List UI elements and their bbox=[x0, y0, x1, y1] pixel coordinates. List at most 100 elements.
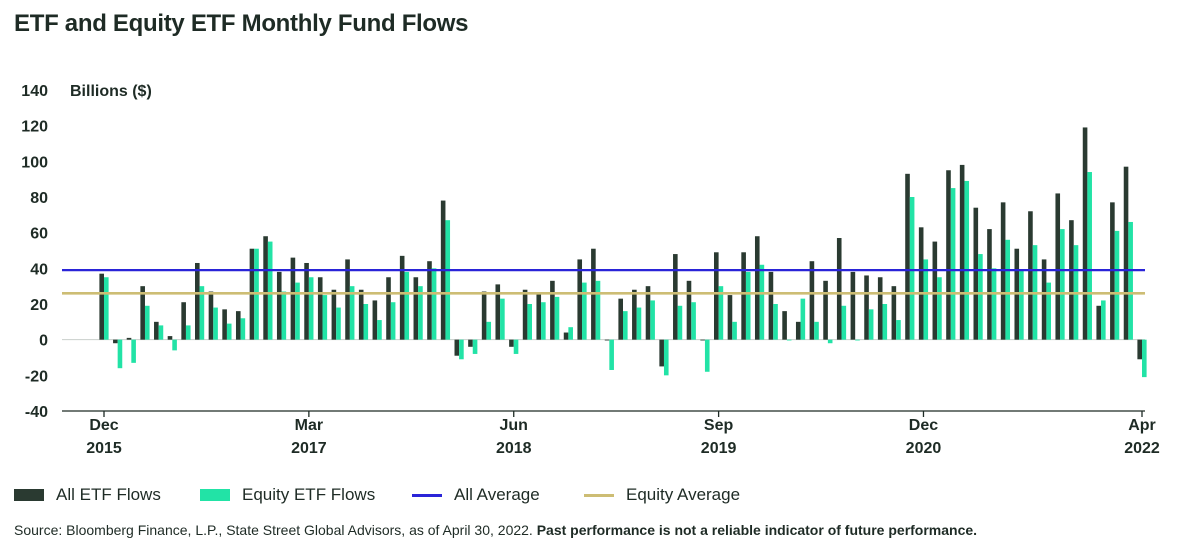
bar-all-etf-flows bbox=[809, 261, 815, 340]
bar-all-etf-flows bbox=[673, 254, 678, 340]
bar-equity-etf-flows bbox=[1046, 282, 1051, 340]
y-tick-label: 60 bbox=[30, 226, 48, 243]
bar-all-etf-flows bbox=[1028, 211, 1033, 340]
bar-equity-etf-flows bbox=[759, 264, 765, 340]
bar-all-etf-flows bbox=[495, 284, 501, 340]
bar-equity-etf-flows bbox=[104, 277, 109, 340]
bar-all-etf-flows bbox=[741, 252, 746, 340]
bar-equity-etf-flows bbox=[513, 339, 519, 354]
bar-equity-etf-flows bbox=[923, 259, 929, 340]
bar-all-etf-flows bbox=[905, 173, 910, 340]
bar-equity-etf-flows bbox=[1019, 270, 1024, 340]
legend-label-equity-average: Equity Average bbox=[626, 485, 741, 504]
chart-title: ETF and Equity ETF Monthly Fund Flows bbox=[14, 10, 469, 37]
bar-equity-etf-flows bbox=[677, 305, 683, 340]
bar-equity-etf-flows bbox=[213, 307, 218, 340]
bar-equity-etf-flows bbox=[691, 302, 696, 340]
bar-equity-etf-flows bbox=[841, 305, 847, 340]
bar-all-etf-flows bbox=[768, 271, 774, 340]
bar-equity-etf-flows bbox=[226, 323, 232, 340]
y-tick-label: -40 bbox=[25, 404, 48, 421]
y-tick-label: -20 bbox=[25, 368, 48, 385]
bar-all-etf-flows bbox=[686, 280, 692, 340]
average-lines bbox=[62, 269, 1145, 295]
bar-all-etf-flows bbox=[345, 259, 350, 340]
bar-equity-etf-flows bbox=[131, 339, 136, 363]
bar-all-etf-flows bbox=[427, 261, 432, 340]
x-tick-month-label: Mar bbox=[295, 417, 323, 434]
legend-swatch-equity-average bbox=[584, 493, 614, 497]
legend-item-all-average: All Average bbox=[412, 485, 540, 505]
bar-equity-etf-flows bbox=[1114, 230, 1120, 340]
bar-equity-etf-flows bbox=[117, 339, 123, 369]
bar-equity-etf-flows bbox=[459, 339, 464, 360]
bar-equity-etf-flows bbox=[568, 327, 573, 340]
x-axis: Dec 2015 Mar 2017 Jun 2018 Sep 2019 Dec 2020 Apr 20… bbox=[62, 410, 1160, 457]
bar-all-etf-flows bbox=[304, 262, 309, 340]
bar-equity-etf-flows bbox=[349, 286, 355, 340]
bar-all-etf-flows bbox=[386, 277, 391, 340]
y-tick-label: 80 bbox=[30, 190, 48, 207]
bar-all-etf-flows bbox=[99, 273, 104, 340]
bar-all-etf-flows bbox=[563, 332, 569, 340]
y-axis-unit-label: Billions ($) bbox=[70, 83, 152, 100]
bar-equity-etf-flows bbox=[158, 325, 164, 340]
bar-all-etf-flows bbox=[181, 302, 186, 340]
bar-equity-etf-flows bbox=[909, 197, 915, 340]
bar-equity-etf-flows bbox=[896, 320, 901, 340]
bar-equity-etf-flows bbox=[855, 339, 860, 341]
bar-all-etf-flows bbox=[317, 277, 323, 340]
x-tick-year-label: 2015 bbox=[86, 440, 122, 457]
bar-all-etf-flows bbox=[550, 280, 555, 340]
bar-all-etf-flows bbox=[987, 229, 992, 340]
x-tick-month-label: Sep bbox=[704, 417, 734, 434]
bar-equity-etf-flows bbox=[950, 188, 956, 340]
chart: 140 120 100 80 60 40 20 0 -20 -40 Billions ($) De… bbox=[21, 83, 1160, 457]
bar-equity-etf-flows bbox=[786, 339, 792, 341]
bar-equity-etf-flows bbox=[868, 309, 874, 340]
y-tick-label: 100 bbox=[21, 154, 48, 171]
bar-all-etf-flows bbox=[509, 339, 514, 347]
bar-equity-etf-flows bbox=[199, 286, 205, 340]
source-note: Source: Bloomberg Finance, L.P., State S… bbox=[14, 522, 977, 538]
y-axis-ticks: 140 120 100 80 60 40 20 0 -20 -40 bbox=[21, 83, 48, 421]
legend-label-equity-etf-flows: Equity ETF Flows bbox=[242, 485, 376, 504]
bar-equity-etf-flows bbox=[814, 321, 819, 340]
legend-item-equity-etf-flows: Equity ETF Flows bbox=[200, 485, 375, 505]
bar-equity-etf-flows bbox=[500, 298, 505, 340]
bar-equity-etf-flows bbox=[322, 295, 328, 340]
disclaimer-text: Past performance is not a reliable indic… bbox=[536, 522, 978, 538]
bar-all-etf-flows bbox=[208, 291, 214, 340]
legend-swatch-equity-etf-flows bbox=[200, 489, 230, 501]
bar-all-etf-flows bbox=[154, 321, 159, 340]
bar-equity-etf-flows bbox=[978, 254, 983, 340]
bar-all-etf-flows bbox=[413, 277, 419, 340]
bar-all-etf-flows bbox=[1069, 220, 1074, 340]
bar-equity-etf-flows bbox=[240, 318, 246, 340]
y-tick-label: 0 bbox=[39, 333, 48, 350]
legend-item-equity-average: Equity Average bbox=[584, 485, 740, 505]
bar-equity-etf-flows bbox=[144, 305, 150, 340]
bar-equity-etf-flows bbox=[800, 298, 806, 340]
bar-equity-etf-flows bbox=[1128, 221, 1133, 340]
bar-all-etf-flows bbox=[836, 238, 842, 340]
x-tick-month-label: Jun bbox=[500, 417, 528, 434]
source-text: Source: Bloomberg Finance, L.P., State S… bbox=[14, 522, 533, 538]
bar-equity-etf-flows bbox=[609, 339, 614, 370]
x-tick-year-label: 2018 bbox=[496, 440, 532, 457]
bar-equity-etf-flows bbox=[418, 286, 423, 340]
y-tick-label: 40 bbox=[30, 261, 48, 278]
bar-equity-etf-flows bbox=[172, 339, 177, 351]
bar-all-etf-flows bbox=[782, 311, 787, 340]
bar-equity-etf-flows bbox=[964, 180, 970, 340]
legend-label-all-etf-flows: All ETF Flows bbox=[56, 485, 161, 504]
bar-all-etf-flows bbox=[700, 339, 705, 341]
bar-equity-etf-flows bbox=[937, 277, 942, 340]
legend-label-all-average: All Average bbox=[454, 485, 540, 504]
bar-equity-etf-flows bbox=[431, 268, 437, 340]
x-tick-month-label: Dec bbox=[909, 417, 938, 434]
bar-equity-etf-flows bbox=[404, 271, 410, 340]
bar-all-etf-flows bbox=[864, 275, 869, 340]
bar-all-etf-flows bbox=[140, 286, 145, 340]
x-tick-year-label: 2019 bbox=[701, 440, 737, 457]
